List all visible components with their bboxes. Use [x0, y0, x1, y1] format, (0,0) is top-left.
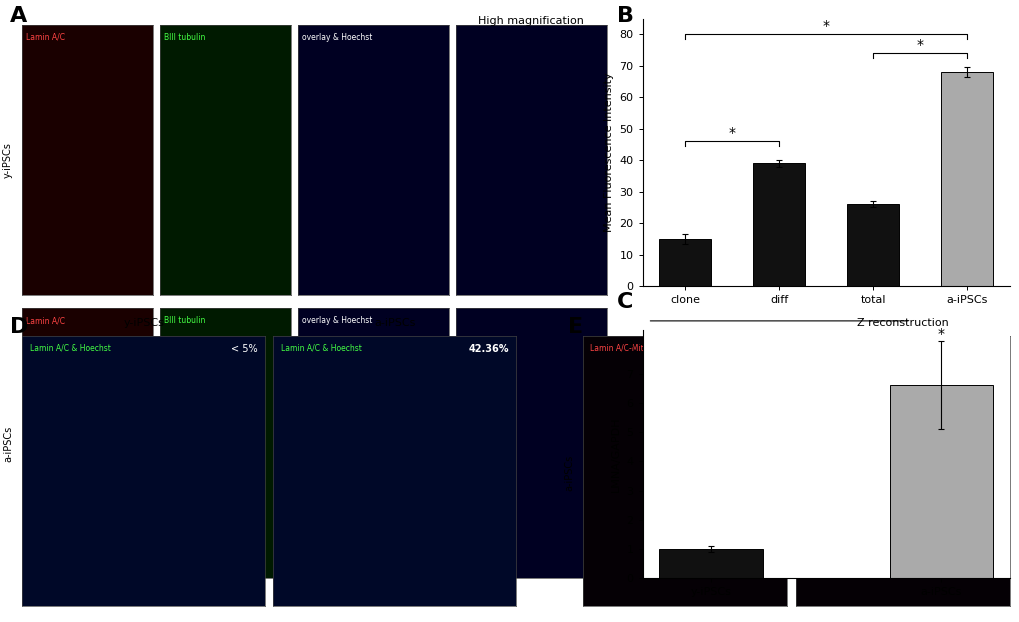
- Text: Lamin A/C-MitoTraker-Hoechst: Lamin A/C-MitoTraker-Hoechst: [589, 344, 704, 353]
- Text: Lamin A/C & MitoTraker: Lamin A/C & MitoTraker: [801, 344, 892, 353]
- Text: a-iPSCs: a-iPSCs: [3, 425, 13, 462]
- Text: D: D: [10, 317, 29, 337]
- Text: Lamin A/C: Lamin A/C: [26, 33, 65, 42]
- Text: Z reconstruction: Z reconstruction: [856, 318, 948, 328]
- Text: y-iPSCs: y-iPSCs: [123, 318, 164, 328]
- Text: BIII tubulin: BIII tubulin: [164, 316, 205, 325]
- Bar: [658, 549, 762, 578]
- Text: A: A: [10, 6, 28, 26]
- Text: *: *: [728, 126, 735, 141]
- Text: Lamin A/C & Hoechst: Lamin A/C & Hoechst: [30, 344, 110, 353]
- Y-axis label: Mean Fluorescence Intensity: Mean Fluorescence Intensity: [603, 73, 613, 232]
- Y-axis label: LMNA/GAPDH: LMNA/GAPDH: [610, 416, 621, 492]
- Text: C: C: [616, 292, 633, 312]
- Text: overlay & Hoechst: overlay & Hoechst: [302, 316, 372, 325]
- Text: Lamin A/C: Lamin A/C: [26, 316, 65, 325]
- Text: E: E: [568, 317, 583, 337]
- Bar: [941, 72, 993, 286]
- Bar: [889, 385, 993, 578]
- Text: < 5%: < 5%: [231, 344, 258, 354]
- Text: a-iPSCs: a-iPSCs: [374, 318, 415, 328]
- Bar: [847, 204, 898, 286]
- Text: *: *: [916, 39, 923, 52]
- Text: overlay & Hoechst: overlay & Hoechst: [302, 33, 372, 42]
- Text: B: B: [616, 6, 634, 26]
- Text: Lamin A/C & Hoechst: Lamin A/C & Hoechst: [280, 344, 361, 353]
- Bar: [753, 164, 804, 286]
- Text: *: *: [936, 327, 944, 341]
- Text: y-iPSCs: y-iPSCs: [3, 142, 13, 179]
- Bar: [658, 239, 710, 286]
- Text: 42.36%: 42.36%: [468, 344, 508, 354]
- Text: y-iPSCs: y-iPSCs: [758, 334, 799, 344]
- Text: a-iPSCs: a-iPSCs: [564, 455, 574, 491]
- Text: *: *: [822, 19, 828, 34]
- Text: High magnification: High magnification: [478, 16, 584, 26]
- Text: BIII tubulin: BIII tubulin: [164, 33, 205, 42]
